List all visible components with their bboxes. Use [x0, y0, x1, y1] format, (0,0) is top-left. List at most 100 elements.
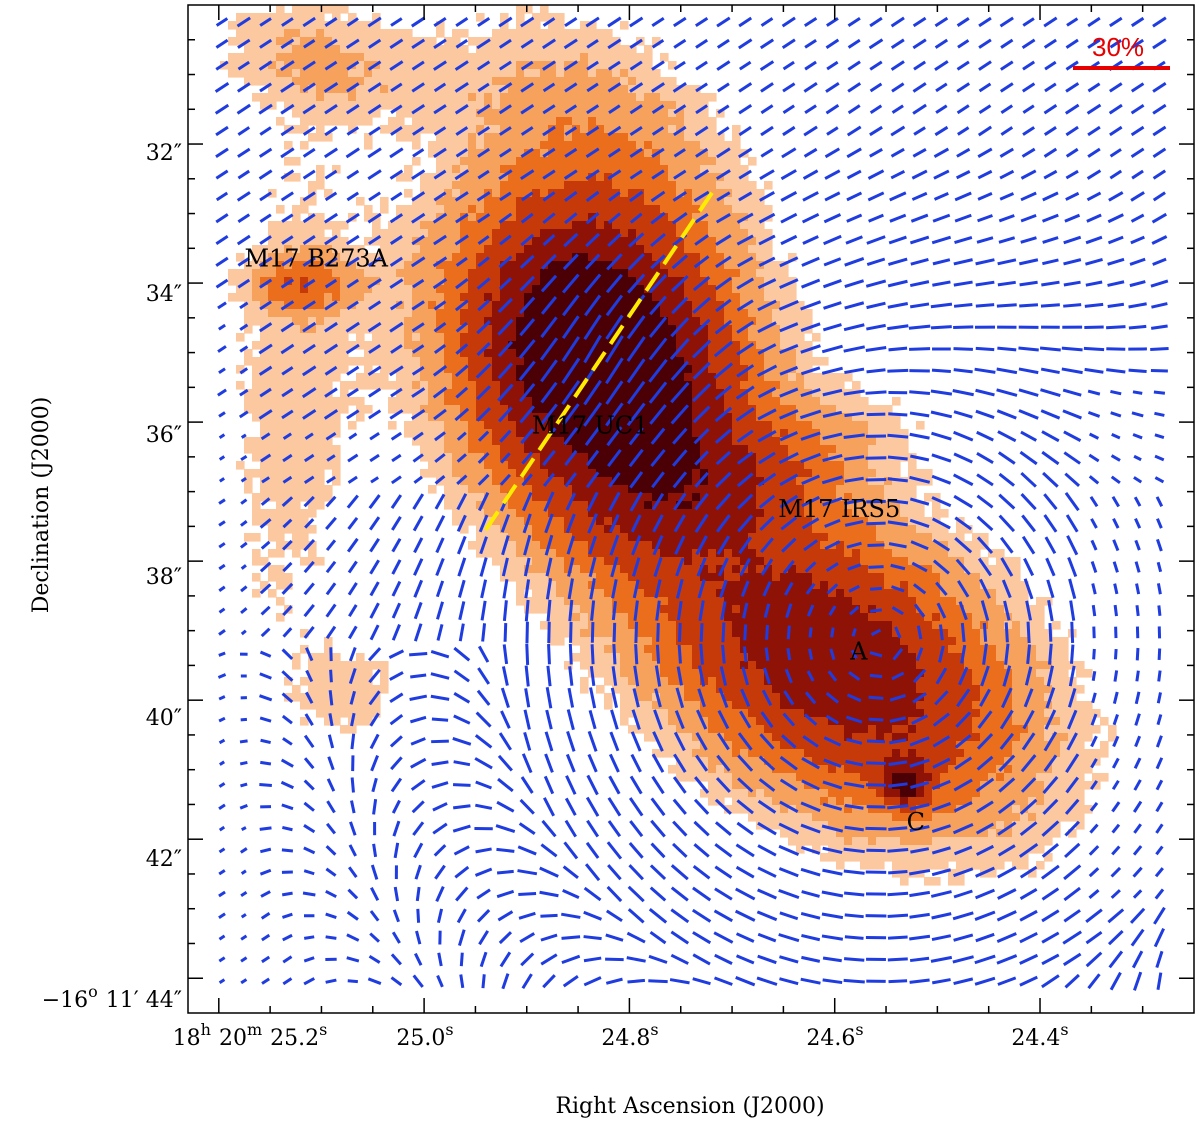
intensity-pixel [828, 373, 837, 382]
intensity-pixel [916, 501, 925, 510]
intensity-pixel [964, 605, 973, 614]
intensity-pixel [1036, 645, 1045, 654]
intensity-pixel [532, 109, 541, 118]
intensity-pixel [684, 613, 693, 622]
intensity-pixel [420, 325, 429, 334]
intensity-pixel [684, 149, 693, 158]
intensity-pixel [620, 509, 629, 518]
intensity-pixel [484, 141, 493, 150]
intensity-pixel [820, 597, 829, 606]
intensity-pixel [508, 293, 517, 302]
intensity-pixel [764, 565, 773, 574]
intensity-pixel [620, 133, 629, 142]
intensity-pixel [452, 157, 461, 166]
intensity-pixel [620, 237, 629, 246]
intensity-pixel [660, 605, 669, 614]
intensity-pixel [892, 509, 901, 518]
intensity-pixel [580, 189, 589, 198]
intensity-pixel [604, 517, 613, 526]
intensity-pixel [1036, 629, 1045, 638]
intensity-pixel [692, 421, 701, 430]
intensity-pixel [772, 597, 781, 606]
intensity-pixel [468, 357, 477, 366]
intensity-pixel [700, 229, 709, 238]
intensity-pixel [564, 221, 573, 230]
intensity-pixel [780, 581, 789, 590]
intensity-pixel [476, 389, 485, 398]
intensity-pixel [508, 37, 517, 46]
intensity-pixel [612, 69, 621, 78]
intensity-pixel [604, 53, 613, 62]
intensity-pixel [548, 589, 557, 598]
intensity-pixel [636, 229, 645, 238]
intensity-pixel [428, 445, 437, 454]
intensity-pixel [716, 221, 725, 230]
intensity-pixel [540, 181, 549, 190]
intensity-pixel [996, 645, 1005, 654]
intensity-pixel [372, 109, 381, 118]
intensity-pixel [612, 485, 621, 494]
intensity-pixel [380, 269, 389, 278]
intensity-pixel [516, 389, 525, 398]
intensity-pixel [540, 213, 549, 222]
intensity-pixel [532, 517, 541, 526]
intensity-pixel [996, 597, 1005, 606]
intensity-pixel [532, 453, 541, 462]
intensity-pixel [836, 525, 845, 534]
intensity-pixel [868, 565, 877, 574]
intensity-pixel [628, 133, 637, 142]
intensity-pixel [532, 253, 541, 262]
intensity-pixel [276, 373, 285, 382]
intensity-pixel [436, 373, 445, 382]
intensity-pixel [412, 349, 421, 358]
intensity-pixel [276, 397, 285, 406]
intensity-pixel [356, 381, 365, 390]
intensity-pixel [492, 45, 501, 54]
intensity-pixel [468, 109, 477, 118]
intensity-pixel [708, 181, 717, 190]
intensity-pixel [612, 109, 621, 118]
intensity-pixel [468, 309, 477, 318]
intensity-pixel [444, 269, 453, 278]
intensity-pixel [476, 101, 485, 110]
intensity-pixel [668, 421, 677, 430]
intensity-pixel [892, 613, 901, 622]
intensity-pixel [820, 525, 829, 534]
intensity-pixel [356, 77, 365, 86]
intensity-pixel [260, 349, 269, 358]
intensity-pixel [500, 141, 509, 150]
intensity-pixel [452, 325, 461, 334]
intensity-pixel [588, 181, 597, 190]
intensity-pixel [796, 653, 805, 662]
intensity-pixel [508, 445, 517, 454]
intensity-pixel [596, 509, 605, 518]
intensity-pixel [772, 365, 781, 374]
intensity-pixel [284, 493, 293, 502]
intensity-pixel [588, 189, 597, 198]
intensity-pixel [532, 501, 541, 510]
intensity-pixel [508, 237, 517, 246]
intensity-pixel [764, 501, 773, 510]
intensity-pixel [580, 597, 589, 606]
intensity-pixel [436, 181, 445, 190]
intensity-pixel [556, 245, 565, 254]
intensity-pixel [676, 101, 685, 110]
intensity-pixel [596, 533, 605, 542]
intensity-pixel [612, 437, 621, 446]
intensity-pixel [556, 485, 565, 494]
intensity-pixel [316, 245, 325, 254]
intensity-pixel [620, 181, 629, 190]
intensity-pixel [492, 85, 501, 94]
intensity-pixel [444, 349, 453, 358]
intensity-pixel [964, 597, 973, 606]
intensity-pixel [684, 533, 693, 542]
intensity-pixel [836, 421, 845, 430]
intensity-pixel [796, 517, 805, 526]
intensity-pixel [308, 349, 317, 358]
intensity-pixel [828, 421, 837, 430]
intensity-pixel [276, 21, 285, 30]
intensity-pixel [588, 573, 597, 582]
intensity-pixel [404, 253, 413, 262]
intensity-pixel [492, 429, 501, 438]
intensity-pixel [308, 101, 317, 110]
